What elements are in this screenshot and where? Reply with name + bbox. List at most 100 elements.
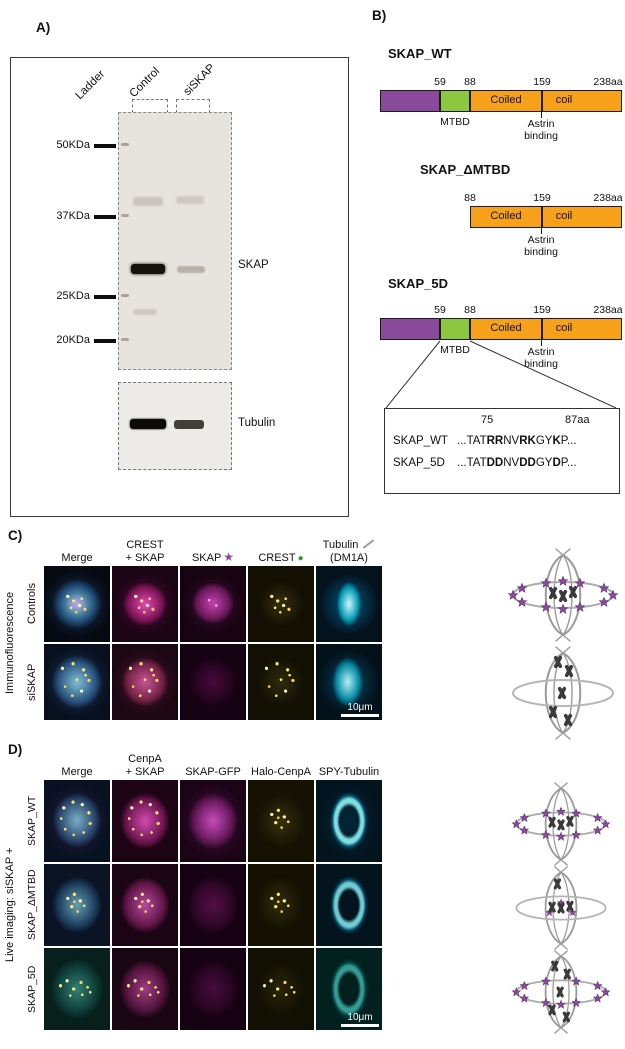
column-header-merge: Merge — [61, 765, 93, 778]
mw-label-25: 25KDa — [56, 290, 90, 302]
sequence-row-5d: SKAP_5D ...TATDDNVDDGYDP... — [393, 457, 577, 469]
ladder-band — [121, 338, 129, 341]
astrin-pointer-line — [541, 112, 542, 118]
domain-nterm — [380, 90, 440, 112]
aa-number: 159 — [533, 304, 551, 316]
column-header-skap: SKAP ★ — [191, 549, 235, 564]
purple-star-icon: ★ — [223, 549, 235, 564]
column-header-cenpa-skap: CenpA + SKAP — [125, 753, 165, 778]
row-label-skap-dmtbd: SKAP_ΔMTBD — [26, 869, 38, 941]
aa159-tick — [541, 90, 543, 112]
panel-d-headers: Merge CenpA + SKAP SKAP-GFP Halo-CenpA SP… — [44, 748, 382, 778]
coil-text: coil — [555, 94, 573, 106]
micrograph-wt-skap-gfp — [180, 780, 246, 862]
cartoon-wt-metaphase — [511, 782, 611, 866]
scale-bar-label: 10μm — [347, 1012, 373, 1023]
seq-position-75: 75 — [481, 414, 494, 426]
micrograph-siskap-merge — [44, 644, 110, 720]
green-circle-icon: ● — [297, 552, 304, 564]
tubulin-band-siskap — [174, 420, 204, 429]
astrin-label-1: Astrin — [527, 234, 555, 246]
micrograph-controls-crest — [248, 566, 314, 642]
micrograph-dmtbd-spy-tubulin — [316, 864, 382, 946]
lane-outline-siskap — [176, 99, 210, 113]
mtbd-label: MTBD — [440, 344, 470, 356]
aa-number: 59 — [434, 76, 446, 88]
scale-bar: 10μm — [341, 1013, 379, 1027]
column-header-crest-skap: CREST + SKAP — [125, 539, 165, 564]
micrograph-5d-halo-cenpa — [248, 948, 314, 1030]
seq-name-wt: SKAP_WT — [393, 435, 448, 447]
micrograph-controls-merge — [44, 566, 110, 642]
aa159-tick — [541, 318, 543, 340]
micrograph-wt-merge — [44, 780, 110, 862]
seq-5d: ...TATDDNVDDGYDP... — [457, 457, 577, 469]
aa-number: 238aa — [593, 76, 623, 88]
scale-bar-line — [341, 1024, 379, 1027]
cartoon-dmtbd-aligned-no-ring-stars — [515, 866, 607, 950]
domain-mtbd — [440, 90, 470, 112]
micrograph-wt-spy-tubulin — [316, 780, 382, 862]
coiled-text: Coiled — [490, 210, 522, 222]
aa-number: 88 — [464, 192, 476, 204]
panel-d-micrographs: 10μm — [44, 780, 382, 1030]
astrin-label-1: Astrin — [527, 118, 555, 130]
chromosomes — [547, 959, 572, 1024]
domain-coiledcoil — [470, 318, 622, 340]
coil-text: coil — [555, 210, 573, 222]
domain-nterm — [380, 318, 440, 340]
micrograph-siskap-skap — [180, 644, 246, 720]
microtubule-line-icon — [363, 539, 375, 550]
sequence-row-wt: SKAP_WT ...TATRRNVRKGYKP... — [393, 435, 577, 447]
panel-b-label: B) — [372, 8, 387, 23]
aa-number: 88 — [464, 76, 476, 88]
panel-c-label: C) — [8, 528, 23, 543]
micrograph-5d-skap-gfp — [180, 948, 246, 1030]
panel-c-headers: Merge CREST + SKAP SKAP ★ CREST ● Tubulin (D… — [44, 534, 382, 564]
western-blot-skap — [118, 112, 232, 370]
micrograph-controls-crest-skap — [112, 566, 178, 642]
column-header-spy-tubulin: SPY-Tubulin — [318, 765, 380, 778]
panel-d-group-label: Live imaging: siSKAP + — [4, 847, 16, 963]
seq-position-87aa: 87aa — [565, 414, 590, 426]
column-header-skap-gfp: SKAP-GFP — [185, 765, 241, 778]
coiled-text: Coiled — [490, 322, 522, 334]
seq-name-5d: SKAP_5D — [393, 457, 445, 469]
ladder-band — [121, 294, 129, 297]
row-label-skap-wt: SKAP_WT — [26, 795, 38, 847]
nonspecific-band — [176, 196, 204, 204]
aa159-tick — [541, 206, 543, 228]
micrograph-controls-tubulin — [316, 566, 382, 642]
scale-bar: 10μm — [341, 703, 379, 717]
skap-band-label: SKAP — [238, 259, 269, 271]
mw-tick-20 — [94, 339, 116, 343]
scale-bar-line — [341, 714, 379, 717]
mw-tick-50 — [94, 144, 116, 148]
faint-band — [133, 309, 157, 315]
construct-title-wt: SKAP_WT — [388, 46, 452, 61]
chromosomes — [548, 585, 578, 603]
column-header-halo-cenpa: Halo-CenpA — [251, 765, 311, 778]
lane-outline-control — [132, 99, 168, 113]
domain-coiledcoil — [470, 206, 622, 228]
cartoon-control-metaphase — [507, 548, 619, 642]
construct-title-5d: SKAP_5D — [388, 276, 448, 291]
row-label-siskap: siSKAP — [26, 663, 38, 701]
seq-wt: ...TATRRNVRKGYKP... — [457, 435, 577, 447]
cartoon-5d-misaligned-with-stars — [511, 950, 611, 1034]
column-header-crest: CREST ● — [258, 551, 304, 564]
coil-text: coil — [555, 322, 573, 334]
astrin-pointer-line — [541, 340, 542, 346]
tubulin-band-control — [130, 419, 166, 429]
micrograph-controls-skap — [180, 566, 246, 642]
aa-number: 59 — [434, 304, 446, 316]
micrograph-siskap-crest — [248, 644, 314, 720]
row-label-controls: Controls — [26, 583, 38, 625]
column-header-merge: Merge — [61, 551, 93, 564]
astrin-label-2: binding — [524, 358, 558, 370]
column-header-tubulin: Tubulin (DM1A) — [316, 539, 382, 564]
aa-number: 159 — [533, 76, 551, 88]
micrograph-siskap-crest-skap — [112, 644, 178, 720]
nonspecific-band — [133, 197, 163, 206]
